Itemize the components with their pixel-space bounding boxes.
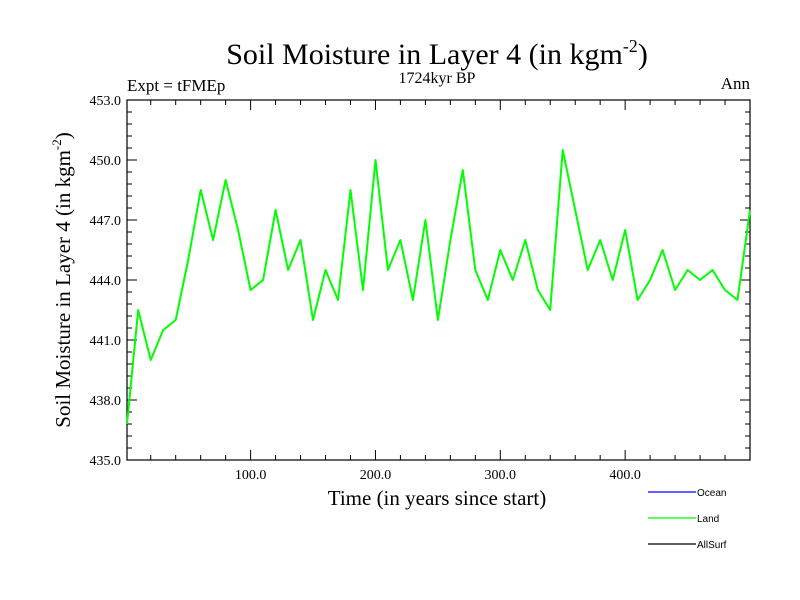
y-tick-label: 435.0 bbox=[90, 454, 122, 469]
legend-label-ocean: Ocean bbox=[697, 488, 726, 499]
chart-title-superscript: -2 bbox=[623, 36, 638, 56]
chart-subtitle: 1724kyr BP bbox=[399, 70, 476, 87]
x-tick-label: 200.0 bbox=[360, 468, 392, 483]
y-tick-label: 450.0 bbox=[90, 154, 122, 169]
experiment-label: Expt = tFMEp bbox=[127, 76, 225, 95]
legend-label-land: Land bbox=[697, 514, 719, 525]
legend: Ocean Land AllSurf bbox=[648, 488, 727, 551]
y-tick-label: 453.0 bbox=[90, 94, 122, 109]
x-tick-label: 400.0 bbox=[609, 468, 641, 483]
chart-title-end: ) bbox=[638, 38, 648, 71]
plot-frame bbox=[126, 99, 751, 461]
y-tick-label: 441.0 bbox=[90, 334, 122, 349]
x-axis-label: Time (in years since start) bbox=[328, 486, 547, 510]
legend-label-allsurf: AllSurf bbox=[697, 540, 727, 551]
y-tick-label: 447.0 bbox=[90, 214, 122, 229]
y-axis-label: Soil Moisture in Layer 4 (in kgm-2) bbox=[49, 132, 75, 427]
land-series-line bbox=[126, 149, 751, 425]
chart-title: Soil Moisture in Layer 4 (in kgm-2) bbox=[226, 36, 648, 71]
y-tick-label: 444.0 bbox=[90, 274, 122, 289]
plot-area: 435.0 438.0 441.0 444.0 447.0 450.0 453.0 100.… bbox=[90, 94, 751, 483]
y-tick-label: 438.0 bbox=[90, 394, 122, 409]
y-axis-label-end: ) bbox=[51, 132, 75, 139]
x-tick-label: 300.0 bbox=[485, 468, 517, 483]
x-tick-label: 100.0 bbox=[235, 468, 267, 483]
y-axis: 435.0 438.0 441.0 444.0 447.0 450.0 453.0 bbox=[90, 94, 750, 469]
y-axis-label-superscript: -2 bbox=[49, 139, 64, 150]
season-label: Ann bbox=[721, 74, 751, 93]
x-axis: 100.0 200.0 300.0 400.0 bbox=[150, 100, 726, 483]
